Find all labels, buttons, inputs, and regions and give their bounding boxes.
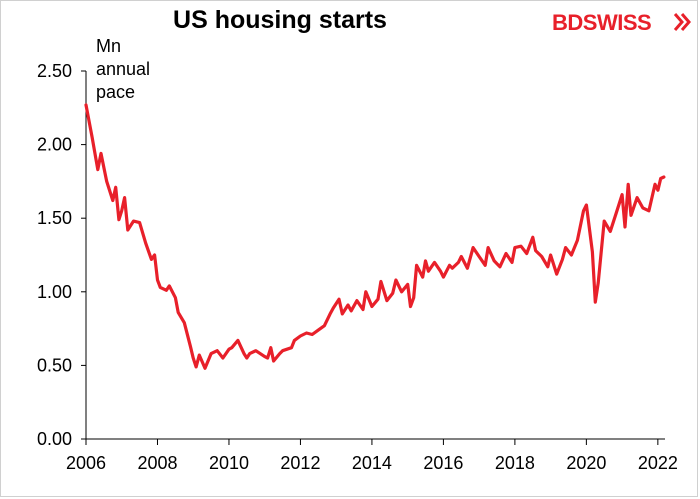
series-layer bbox=[84, 103, 666, 370]
series-line-housing-starts bbox=[84, 103, 666, 370]
x-tick-label: 2006 bbox=[66, 453, 106, 473]
brand-logo: BDSWISS bbox=[552, 10, 692, 36]
x-tick-label: 2022 bbox=[638, 453, 678, 473]
y-tick-label: 0.00 bbox=[37, 429, 72, 449]
axes bbox=[85, 71, 665, 440]
y-tick-label: 1.50 bbox=[37, 208, 72, 228]
chart-title: US housing starts bbox=[173, 6, 387, 34]
unit-label-line: pace bbox=[96, 82, 136, 102]
x-tick-label: 2012 bbox=[280, 453, 320, 473]
unit-label: Mn annual pace bbox=[96, 35, 196, 104]
double-chevron-icon bbox=[673, 13, 691, 31]
y-tick-label: 1.00 bbox=[37, 282, 72, 302]
x-tick-label: 2014 bbox=[352, 453, 392, 473]
x-tick-label: 2010 bbox=[209, 453, 249, 473]
logo-text-bd: BD bbox=[552, 10, 583, 35]
x-tick-label: 2020 bbox=[566, 453, 606, 473]
y-tick-label: 0.50 bbox=[37, 355, 72, 375]
x-tick-label: 2008 bbox=[137, 453, 177, 473]
y-tick-label: 2.00 bbox=[37, 135, 72, 155]
y-tick-label: 2.50 bbox=[37, 61, 72, 81]
logo-text-swiss: SWISS bbox=[582, 10, 652, 35]
ticks: 0.00 0.50 1.00 1.50 2.00 2.50 2006 2008 2010 2012… bbox=[37, 61, 678, 473]
x-tick-label: 2016 bbox=[423, 453, 463, 473]
x-tick-label: 2018 bbox=[495, 453, 535, 473]
unit-label-line: annual bbox=[96, 59, 151, 79]
unit-label-line: Mn bbox=[96, 36, 122, 56]
